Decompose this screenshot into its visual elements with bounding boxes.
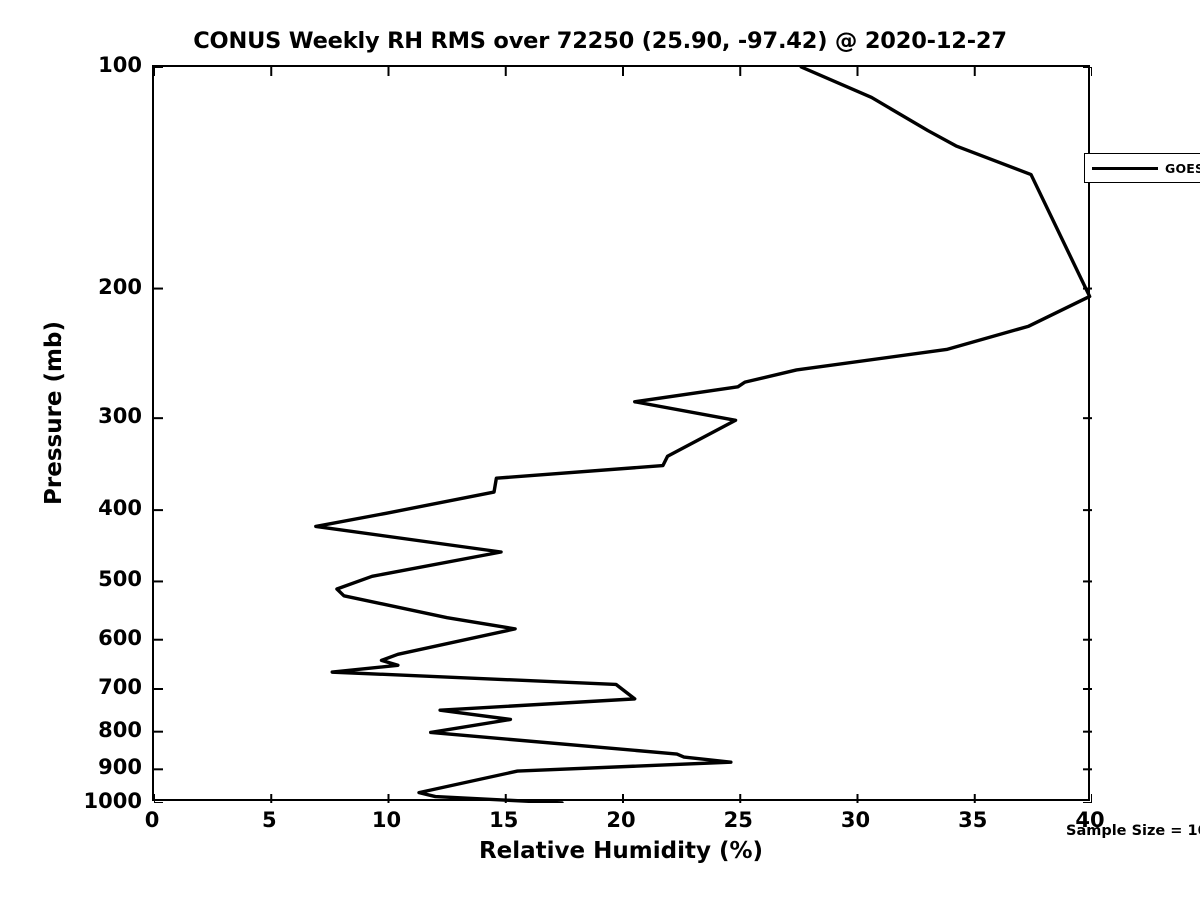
legend-label-goes-16: GOES-16 bbox=[1165, 160, 1200, 176]
x-tick-label-15: 15 bbox=[489, 808, 519, 832]
y-tick-label-400: 400 bbox=[98, 496, 142, 521]
legend[interactable]: GOES-16 bbox=[1084, 153, 1200, 183]
x-tick-label-20: 20 bbox=[606, 808, 636, 832]
data-line-svg bbox=[154, 67, 1092, 803]
y-tick-label-200: 200 bbox=[98, 274, 142, 299]
legend-line-swatch bbox=[1092, 166, 1158, 170]
y-tick-label-600: 600 bbox=[98, 625, 142, 650]
y-tick-label-900: 900 bbox=[98, 755, 142, 780]
x-tick-label-30: 30 bbox=[840, 808, 871, 832]
y-tick-label-1000: 1000 bbox=[83, 789, 142, 813]
x-axis-label: Relative Humidity (%) bbox=[478, 838, 764, 864]
x-tick-label-40: 40 bbox=[1075, 808, 1105, 832]
chart-title: CONUS Weekly RH RMS over 72250 (25.90, -… bbox=[193, 28, 1007, 54]
axis-tick-marks bbox=[154, 67, 1092, 803]
x-tick-label-0: 0 bbox=[144, 808, 160, 832]
y-tick-label-500: 500 bbox=[98, 567, 142, 592]
y-tick-label-700: 700 bbox=[98, 674, 142, 699]
x-tick-label-10: 10 bbox=[371, 808, 402, 832]
x-tick-label-35: 35 bbox=[958, 808, 988, 832]
y-tick-label-100: 100 bbox=[98, 53, 142, 77]
x-axis-tick-labels: 0 5 10 15 20 25 30 35 40 bbox=[145, 808, 1105, 838]
plot-area: GOES-16 Sample Size = 10 bbox=[152, 65, 1200, 839]
x-tick-label-25: 25 bbox=[723, 808, 753, 832]
y-tick-label-800: 800 bbox=[98, 717, 142, 742]
x-tick-label-5: 5 bbox=[261, 808, 277, 832]
y-tick-label-300: 300 bbox=[98, 404, 142, 429]
sample-size-annotation: Sample Size = 10 bbox=[1066, 823, 1200, 839]
series-line-goes-16 bbox=[314, 67, 1092, 803]
y-axis-tick-labels: 100 200 300 400 500 600 700 800 900 1000 bbox=[0, 53, 142, 813]
